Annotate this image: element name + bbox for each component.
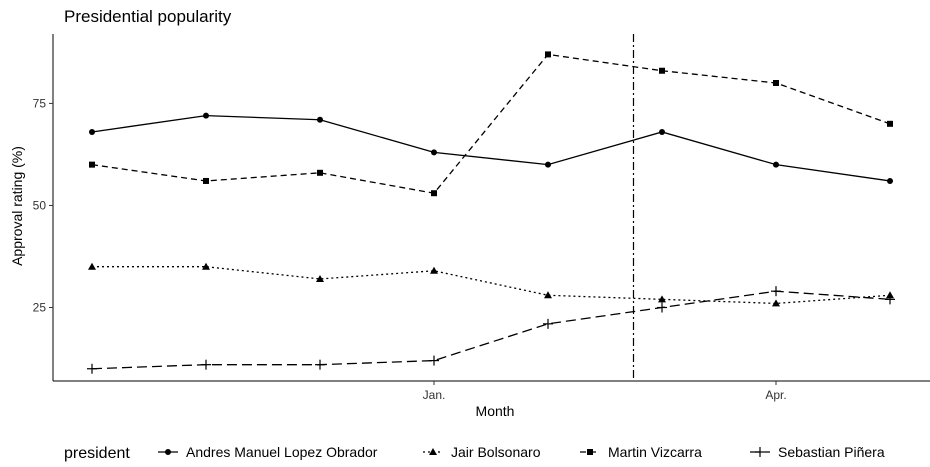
data-point-andres-manuel-lopez-obrador	[431, 149, 437, 156]
y-tick-label: 75	[33, 96, 47, 110]
data-point-sebastian-pinera	[657, 302, 667, 313]
data-point-andres-manuel-lopez-obrador	[545, 161, 551, 168]
data-point-jair-bolsonaro	[430, 266, 438, 274]
data-point-sebastian-pinera	[201, 359, 211, 370]
legend-label-sebastian-pinera: Sebastian Piñera	[778, 444, 885, 460]
data-point-andres-manuel-lopez-obrador	[659, 128, 665, 135]
legend-key-marker-jair-bolsonaro	[429, 448, 437, 455]
legend-key-marker-sebastian-pinera	[755, 447, 765, 457]
x-tick-label: Apr.	[765, 388, 786, 402]
series-line-andres-manuel-lopez-obrador	[91, 114, 891, 182]
data-point-andres-manuel-lopez-obrador	[203, 112, 209, 119]
y-axis-title: Approval rating (%)	[9, 146, 25, 266]
data-point-andres-manuel-lopez-obrador	[887, 177, 893, 184]
data-point-sebastian-pinera	[315, 359, 325, 370]
data-point-martin-vizcarra	[773, 79, 779, 86]
series-line-jair-bolsonaro	[92, 266, 891, 305]
data-point-jair-bolsonaro	[772, 299, 780, 307]
data-point-sebastian-pinera	[771, 286, 781, 297]
data-point-jair-bolsonaro	[544, 291, 552, 299]
legend-label-jair-bolsonaro: Jair Bolsonaro	[451, 444, 541, 460]
data-point-jair-bolsonaro	[202, 262, 210, 270]
data-point-andres-manuel-lopez-obrador	[773, 161, 779, 168]
data-point-martin-vizcarra	[317, 169, 323, 176]
data-point-jair-bolsonaro	[88, 262, 96, 270]
legend-label-martin-vizcarra: Martin Vizcarra	[608, 444, 702, 460]
data-point-martin-vizcarra	[203, 177, 209, 184]
data-point-andres-manuel-lopez-obrador	[89, 128, 95, 135]
data-point-jair-bolsonaro	[658, 295, 666, 303]
data-point-sebastian-pinera	[429, 355, 439, 366]
legend-title: president	[64, 445, 130, 462]
legend-key-marker-martin-vizcarra	[587, 449, 593, 455]
data-point-sebastian-pinera	[87, 363, 97, 374]
data-point-martin-vizcarra	[89, 161, 95, 168]
chart-title: Presidential popularity	[64, 7, 232, 26]
data-point-jair-bolsonaro	[316, 274, 324, 282]
data-point-martin-vizcarra	[887, 120, 893, 127]
series-line-martin-vizcarra	[91, 53, 891, 194]
data-point-martin-vizcarra	[659, 67, 665, 74]
x-tick-label: Jan.	[423, 388, 446, 402]
y-tick-label: 25	[33, 301, 47, 315]
plot-area: 25 50 75 Jan. Apr.	[33, 34, 930, 402]
data-point-martin-vizcarra	[431, 190, 437, 197]
legend-key-marker-andres-manuel-lopez-obrador	[165, 449, 171, 455]
y-tick-label: 50	[33, 198, 47, 212]
data-point-andres-manuel-lopez-obrador	[317, 116, 323, 123]
x-axis-title: Month	[476, 403, 515, 419]
legend-label-andres-manuel-lopez-obrador: Andres Manuel Lopez Obrador	[186, 444, 378, 460]
data-point-sebastian-pinera	[885, 294, 895, 305]
data-point-martin-vizcarra	[545, 51, 551, 58]
data-point-sebastian-pinera	[543, 318, 553, 329]
legend: president Andres Manuel Lopez Obrador Jai…	[64, 444, 885, 462]
